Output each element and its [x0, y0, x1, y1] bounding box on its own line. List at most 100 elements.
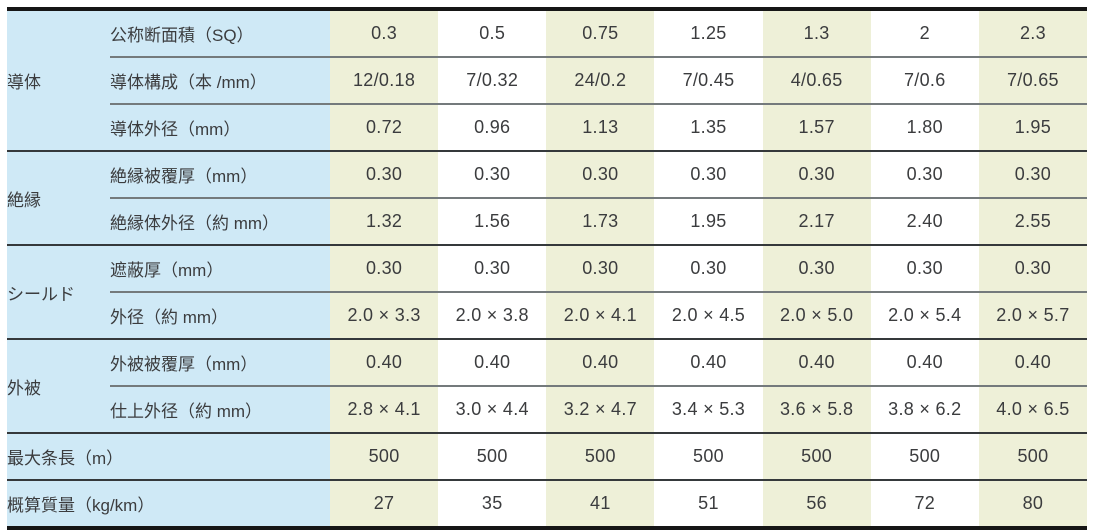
- data-cell: 24/0.2: [546, 56, 655, 104]
- data-cell: 3.0 × 4.4: [438, 385, 547, 433]
- category-cell: 導体: [7, 9, 110, 151]
- data-cell: 0.40: [330, 338, 439, 386]
- row-label-cell: 外被被覆厚（mm）: [110, 338, 330, 386]
- data-cell: 4.0 × 6.5: [978, 385, 1087, 433]
- data-cell: 27: [330, 479, 439, 528]
- data-cell: 0.30: [438, 244, 547, 292]
- table-row: 導体 公称断面積（SQ） 0.3 0.5 0.75 1.25 1.3 2 2.3: [7, 9, 1087, 151]
- row-label-cell: 導体外径（mm）: [110, 103, 330, 151]
- data-cell: 1.35: [654, 103, 763, 151]
- data-cell: 7/0.32: [438, 56, 547, 104]
- table-body: 導体 公称断面積（SQ） 0.3 0.5 0.75 1.25 1.3 2 2.3 導体構成（本 /…: [7, 9, 1087, 528]
- data-cell: 2.0 × 5.7: [978, 291, 1087, 339]
- data-cell: 4/0.65: [762, 56, 871, 104]
- data-cell: 0.30: [654, 150, 763, 198]
- row-label-cell: 導体構成（本 /mm）: [110, 56, 330, 104]
- data-cell: 2.0 × 5.4: [870, 291, 979, 339]
- data-cell: 2.17: [762, 197, 871, 245]
- row-label-cell: 遮蔽厚（mm）: [110, 244, 330, 292]
- data-cell: 0.30: [762, 244, 871, 292]
- data-cell: 0.40: [546, 338, 655, 386]
- data-cell: 500: [870, 432, 979, 480]
- table-row: 仕上外径（約 mm） 2.8 × 4.1 3.0 × 4.4 3.2 × 4.7 3.4…: [7, 385, 1087, 433]
- data-cell: 0.30: [762, 150, 871, 198]
- cable-spec-table: 導体 公称断面積（SQ） 0.3 0.5 0.75 1.25 1.3 2 2.3 導体構成（本 /…: [7, 7, 1087, 530]
- data-cell: 0.40: [870, 338, 979, 386]
- data-cell: 2.0 × 3.8: [438, 291, 547, 339]
- data-cell: 500: [438, 432, 547, 480]
- data-cell: 12/0.18: [330, 56, 439, 104]
- table-row: 絶縁 絶縁被覆厚（mm） 0.30 0.30 0.30 0.30 0.30 0.30 0.30: [7, 150, 1087, 245]
- data-cell: 2.0 × 4.1: [546, 291, 655, 339]
- data-cell: 0.30: [330, 244, 439, 292]
- data-cell: 0.30: [978, 150, 1087, 198]
- data-cell: 500: [546, 432, 655, 480]
- data-cell: 1.95: [978, 103, 1087, 151]
- data-cell: 2.3: [978, 9, 1087, 57]
- data-cell: 0.3: [330, 9, 439, 57]
- data-cell: 1.32: [330, 197, 439, 245]
- category-label-cell: 概算質量（kg/km）: [7, 479, 330, 528]
- data-cell: 2.40: [870, 197, 979, 245]
- data-cell: 80: [978, 479, 1087, 528]
- row-label-cell: 絶縁被覆厚（mm）: [110, 150, 330, 198]
- data-cell: 3.6 × 5.8: [762, 385, 871, 433]
- data-cell: 0.30: [870, 150, 979, 198]
- category-cell: シールド: [7, 244, 110, 339]
- table-row: 導体外径（mm） 0.72 0.96 1.13 1.35 1.57 1.80 1.95: [7, 103, 1087, 151]
- data-cell: 2: [870, 9, 979, 57]
- table-row: 概算質量（kg/km） 27 35 41 51 56 72 80: [7, 479, 1087, 528]
- category-label-cell: 最大条長（m）: [7, 432, 330, 480]
- data-cell: 1.80: [870, 103, 979, 151]
- data-cell: 2.0 × 5.0: [762, 291, 871, 339]
- data-cell: 0.40: [762, 338, 871, 386]
- data-cell: 1.56: [438, 197, 547, 245]
- data-cell: 0.5: [438, 9, 547, 57]
- data-cell: 41: [546, 479, 655, 528]
- data-cell: 7/0.6: [870, 56, 979, 104]
- data-cell: 3.8 × 6.2: [870, 385, 979, 433]
- data-cell: 0.40: [654, 338, 763, 386]
- data-cell: 1.13: [546, 103, 655, 151]
- data-cell: 0.30: [654, 244, 763, 292]
- category-cell: 絶縁: [7, 150, 110, 245]
- data-cell: 500: [654, 432, 763, 480]
- data-cell: 2.8 × 4.1: [330, 385, 439, 433]
- table-row: シールド 遮蔽厚（mm） 0.30 0.30 0.30 0.30 0.30 0.30 0.30: [7, 244, 1087, 339]
- data-cell: 0.40: [438, 338, 547, 386]
- data-cell: 0.30: [546, 244, 655, 292]
- data-cell: 3.2 × 4.7: [546, 385, 655, 433]
- row-label-cell: 絶縁体外径（約 mm）: [110, 197, 330, 245]
- data-cell: 0.75: [546, 9, 655, 57]
- data-cell: 1.95: [654, 197, 763, 245]
- data-cell: 3.4 × 5.3: [654, 385, 763, 433]
- data-cell: 0.30: [438, 150, 547, 198]
- data-cell: 72: [870, 479, 979, 528]
- category-cell: 外被: [7, 338, 110, 433]
- row-label-cell: 仕上外径（約 mm）: [110, 385, 330, 433]
- data-cell: 56: [762, 479, 871, 528]
- data-cell: 1.73: [546, 197, 655, 245]
- data-cell: 0.72: [330, 103, 439, 151]
- table-row: 外被 外被被覆厚（mm） 0.40 0.40 0.40 0.40 0.40 0.40 0.40: [7, 338, 1087, 433]
- data-cell: 1.3: [762, 9, 871, 57]
- table-row: 絶縁体外径（約 mm） 1.32 1.56 1.73 1.95 2.17 2.40 2.55: [7, 197, 1087, 245]
- data-cell: 0.30: [870, 244, 979, 292]
- table-row: 導体構成（本 /mm） 12/0.18 7/0.32 24/0.2 7/0.45 4/0.…: [7, 56, 1087, 104]
- data-cell: 1.57: [762, 103, 871, 151]
- data-cell: 0.30: [330, 150, 439, 198]
- data-cell: 2.0 × 3.3: [330, 291, 439, 339]
- row-label-cell: 公称断面積（SQ）: [110, 9, 330, 57]
- data-cell: 500: [330, 432, 439, 480]
- data-cell: 0.40: [978, 338, 1087, 386]
- data-cell: 51: [654, 479, 763, 528]
- data-cell: 500: [978, 432, 1087, 480]
- data-cell: 0.30: [978, 244, 1087, 292]
- data-cell: 7/0.65: [978, 56, 1087, 104]
- data-cell: 7/0.45: [654, 56, 763, 104]
- row-label-cell: 外径（約 mm）: [110, 291, 330, 339]
- data-cell: 2.55: [978, 197, 1087, 245]
- data-cell: 0.30: [546, 150, 655, 198]
- data-cell: 2.0 × 4.5: [654, 291, 763, 339]
- table-row: 最大条長（m） 500 500 500 500 500 500 500: [7, 432, 1087, 480]
